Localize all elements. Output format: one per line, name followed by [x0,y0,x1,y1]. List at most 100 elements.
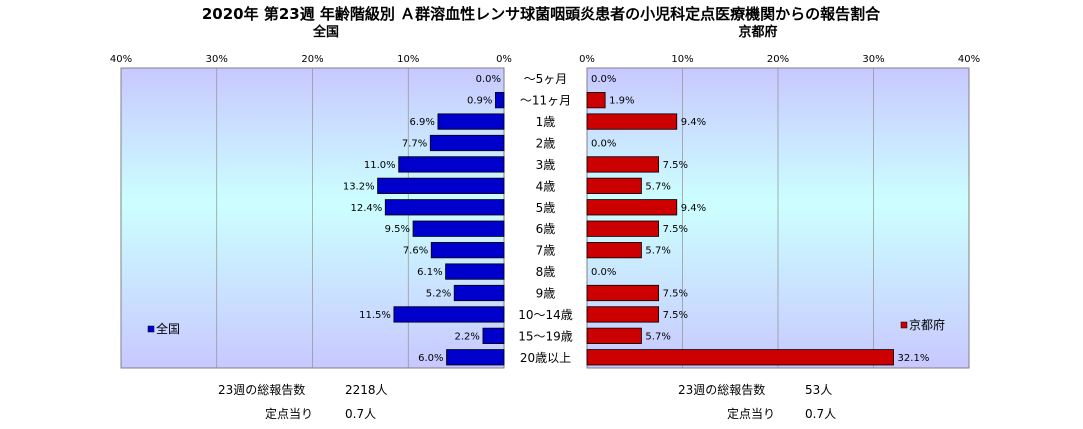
bar-kyoto [586,327,642,344]
bar-kyoto [586,156,660,173]
chart-title: 2020年 第23週 年齢階級別 Ａ群溶血性レンサ球菌咽頭炎患者の小児科定点医療… [202,5,881,23]
bar-national [398,156,505,173]
bar-kyoto [586,92,606,109]
data-label-kyoto: 5.7% [645,181,670,192]
left-series-bars: 0.0% 0.9% 6.9% 7.7% 11.0% 13.2% 12.4%9.5% 7.6% 6… [343,74,505,366]
x-tick-label: 10% [671,54,693,65]
category-label: 15～19歳 [518,329,573,343]
data-label-kyoto: 0.0% [591,139,616,150]
legend-swatch-kyoto [900,321,908,329]
category-label: 10～14歳 [518,308,573,322]
bar-kyoto [586,113,678,130]
left-per-site-value: 0.7人 [345,407,376,421]
x-tick-label: 20% [301,54,323,65]
right-x-axis-ticks: 0% 10% 20% 30% 40% [579,54,980,65]
x-tick-label: 0% [579,54,595,65]
category-label: ～11ヶ月 [520,94,571,108]
bar-kyoto [586,220,660,237]
category-labels: ～5ヶ月 ～11ヶ月 1歳 2歳 3歳 4歳 5歳 6歳 7歳 8歳 9歳 10～14歳 15～19歳 2… [518,72,573,365]
data-label-national: 2.2% [455,331,480,342]
category-label: 3歳 [536,158,556,172]
bar-national [430,242,505,259]
right-total-label: 23週の総報告数 [678,382,765,397]
data-label-national: 9.5% [385,224,410,235]
category-label: 9歳 [536,287,556,301]
bar-kyoto [586,177,642,194]
legend-label-kyoto: 京都府 [909,317,945,332]
bar-national [494,92,505,109]
bar-national [482,327,505,344]
x-tick-label: 30% [862,54,884,65]
category-label: 4歳 [536,179,556,193]
data-label-kyoto: 0.0% [591,267,616,278]
data-label-national: 0.0% [476,74,501,85]
bar-kyoto [586,306,660,323]
right-per-site-label: 定点当り [727,406,775,421]
right-per-site-value: 0.7人 [805,407,836,421]
right-gridlines [682,68,874,368]
data-label-national: 6.1% [417,267,442,278]
left-total-label: 23週の総報告数 [218,382,305,397]
x-tick-label: 10% [397,54,419,65]
bar-national [412,220,505,237]
data-label-national: 7.6% [403,246,428,257]
bar-national [377,177,505,194]
x-tick-label: 30% [206,54,228,65]
data-label-national: 7.7% [402,139,427,150]
data-label-national: 13.2% [343,181,375,192]
data-label-kyoto: 7.5% [663,310,688,321]
category-label: 1歳 [536,115,556,129]
data-label-kyoto: 7.5% [663,160,688,171]
data-label-kyoto: 7.5% [663,289,688,300]
left-per-site-label: 定点当り [265,406,313,421]
bar-national [437,113,505,130]
bar-national [453,284,505,302]
x-tick-label: 0% [496,54,512,65]
right-total-value: 53人 [805,383,832,397]
left-x-axis-ticks: 40% 30% 20% 10% 0% [110,54,512,65]
category-label: 20歳以上 [520,351,571,365]
data-label-national: 0.9% [467,96,492,107]
data-label-national: 5.2% [426,289,451,300]
data-label-national: 6.9% [410,117,435,128]
data-label-kyoto: 1.9% [609,96,634,107]
legend-label-national: 全国 [156,321,180,336]
category-label: 2歳 [536,137,556,151]
data-label-kyoto: 9.4% [681,117,706,128]
data-label-national: 11.5% [359,310,391,321]
bar-national [393,306,505,323]
data-label-kyoto: 32.1% [898,353,930,364]
data-label-national: 12.4% [350,203,382,214]
legend-swatch-national [147,325,155,333]
left-total-value: 2218人 [345,383,388,397]
category-label: 8歳 [536,265,556,279]
category-label: 6歳 [536,222,556,236]
data-label-national: 11.0% [364,160,396,171]
data-label-national: 6.0% [418,353,443,364]
x-tick-label: 40% [110,54,132,65]
x-tick-label: 20% [767,54,789,65]
data-label-kyoto: 7.5% [663,224,688,235]
category-label: 5歳 [536,201,556,215]
category-label: ～5ヶ月 [524,72,568,86]
bar-national [429,134,505,152]
x-tick-label: 40% [958,54,980,65]
bar-kyoto [586,284,660,302]
bar-kyoto [586,242,642,259]
bar-kyoto [586,349,894,366]
right-series-bars: 0.0% 1.9% 9.4% 0.0% 7.5% 5.7% 9.4% 7.5% 5.7% 0.0%… [586,74,930,366]
left-legend: 全国 [147,321,180,336]
category-label: 7歳 [536,244,556,258]
bar-kyoto [586,199,678,216]
bar-national [445,263,505,280]
bar-national [384,199,505,216]
data-label-kyoto: 5.7% [645,246,670,257]
bar-national [446,349,505,366]
left-panel-title: 全国 [312,24,339,40]
data-label-kyoto: 0.0% [591,74,616,85]
data-label-kyoto: 9.4% [681,203,706,214]
data-label-kyoto: 5.7% [645,331,670,342]
right-legend: 京都府 [900,317,945,332]
right-panel-title: 京都府 [738,24,777,40]
